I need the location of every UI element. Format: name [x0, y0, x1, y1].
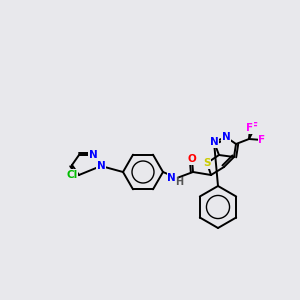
- Text: F: F: [251, 122, 259, 132]
- Text: N: N: [97, 161, 105, 171]
- Text: Cl: Cl: [66, 170, 78, 180]
- Text: O: O: [188, 154, 196, 164]
- Text: S: S: [203, 158, 211, 168]
- Text: F: F: [258, 135, 266, 145]
- Text: H: H: [175, 177, 183, 187]
- Text: N: N: [210, 137, 218, 147]
- Text: N: N: [222, 132, 230, 142]
- Text: N: N: [88, 150, 98, 160]
- Text: F: F: [246, 123, 254, 133]
- Text: N: N: [167, 173, 176, 183]
